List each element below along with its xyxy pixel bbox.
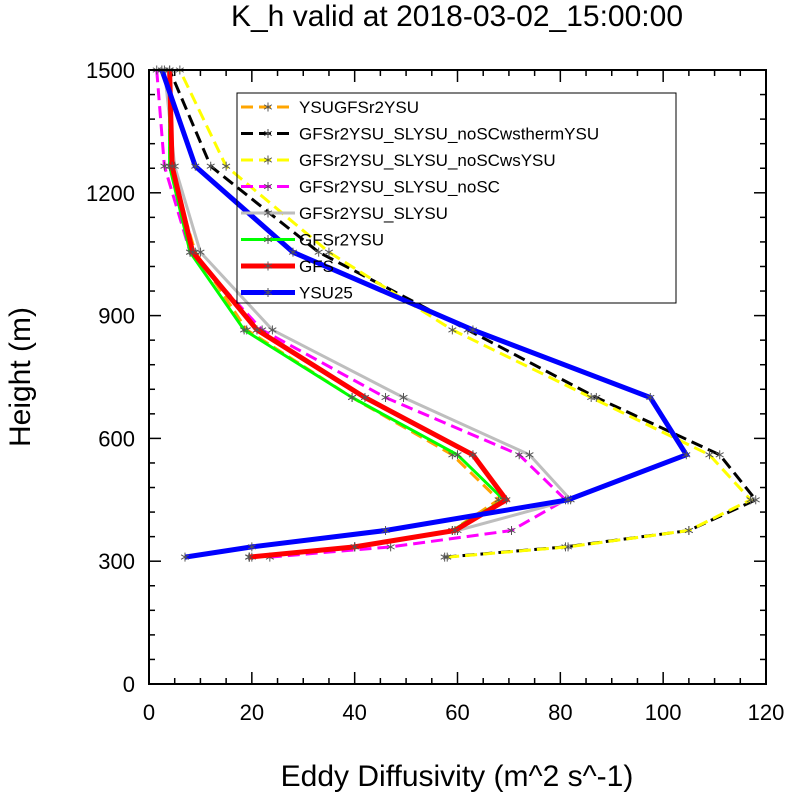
legend-entry: YSUGFSr2YSU: [241, 98, 419, 117]
legend-marker: [263, 102, 273, 112]
y-axis-label: Height (m): [4, 307, 37, 447]
legend-marker: [263, 129, 273, 138]
legend-label: YSU25: [299, 284, 353, 303]
series-line: [167, 69, 510, 560]
legend-label: GFSr2YSU_SLYSU_noSCwsYSU: [299, 151, 556, 170]
x-tick-label: 0: [143, 700, 155, 725]
data-point: [268, 325, 277, 335]
data-point: [239, 325, 249, 335]
legend-entry: GFS: [241, 257, 334, 276]
data-point: [715, 450, 724, 460]
legend-marker: [263, 288, 273, 297]
x-tick-label: 100: [645, 700, 682, 725]
data-point: [468, 450, 478, 460]
data-point: [684, 526, 694, 535]
legend-entry: GFSr2YSU_SLYSU_noSCwsYSU: [241, 151, 556, 170]
data-point: [167, 161, 177, 171]
y-tick-label: 300: [98, 549, 135, 574]
data-point: [347, 392, 357, 402]
data-point: [746, 495, 755, 505]
x-tick-label: 80: [548, 700, 572, 725]
x-axis-label: Eddy Diffusivity (m^2 s^-1): [281, 760, 634, 793]
data-point: [399, 392, 408, 402]
data-point: [188, 247, 197, 257]
data-point: [443, 552, 452, 562]
data-point: [350, 542, 359, 552]
data-point: [515, 450, 524, 460]
data-point: [587, 392, 596, 402]
x-tick-label: 20: [240, 700, 264, 725]
data-point: [502, 495, 511, 505]
data-point: [453, 450, 462, 460]
legend-marker: [263, 208, 273, 218]
data-point: [381, 526, 390, 535]
y-tick-label: 0: [123, 672, 135, 697]
series-line: [159, 69, 691, 560]
data-point: [450, 526, 460, 535]
legend-label: GFSr2YSU: [299, 231, 384, 250]
data-point: [448, 325, 457, 335]
data-point: [525, 450, 534, 460]
legend-entry: GFSr2YSU_SLYSU_noSC: [241, 178, 500, 197]
data-point: [682, 450, 691, 460]
data-point: [288, 247, 298, 257]
data-point: [386, 542, 395, 552]
legend-label: GFSr2YSU_SLYSU_noSC: [299, 178, 500, 197]
series-YSU25: [157, 65, 691, 562]
data-point: [360, 392, 370, 402]
data-point: [160, 161, 169, 171]
legend-marker: [263, 235, 273, 244]
data-point: [468, 325, 478, 335]
series-line: [155, 69, 568, 559]
data-point: [221, 161, 231, 171]
legend-entry: GFSr2YSU: [241, 231, 384, 250]
series-layer: [152, 65, 760, 562]
data-point: [314, 247, 323, 257]
data-point: [180, 552, 190, 562]
data-point: [563, 495, 573, 505]
data-point: [252, 325, 262, 335]
legend-label: YSUGFSr2YSU: [299, 98, 419, 117]
legend-entry: YSU25: [241, 284, 353, 303]
series-GFSr2YSU_SLYSU_noSCwsYSU: [175, 65, 755, 562]
legend-entry: GFSr2YSU_SLYSU_noSCwsthermYSU: [241, 125, 599, 144]
legend-box: [236, 92, 677, 304]
plot-frame: [148, 69, 767, 685]
y-tick-label: 1500: [86, 58, 135, 83]
legend-label: GFS: [299, 257, 334, 276]
data-point: [324, 247, 334, 257]
data-point: [381, 392, 390, 402]
legend: YSUGFSr2YSU GFSr2YSU_SLYSU_noSCwsthermYSU…: [236, 92, 677, 304]
data-point: [206, 161, 215, 171]
legend-marker: [263, 261, 273, 271]
data-point: [563, 542, 573, 552]
series-line: [178, 69, 754, 559]
legend-entry: GFSr2YSU_SLYSU: [241, 204, 448, 223]
x-tick-label: 40: [342, 700, 366, 725]
chart-title: K_h valid at 2018-03-02_15:00:00: [231, 0, 683, 33]
data-point: [705, 450, 714, 460]
legend-marker: [263, 155, 273, 165]
x-tick-label: 60: [445, 700, 469, 725]
data-point: [247, 542, 256, 552]
data-point: [646, 392, 655, 402]
data-point: [245, 552, 254, 562]
y-tick-label: 1200: [86, 181, 135, 206]
data-point: [507, 526, 516, 535]
y-tick-label: 600: [98, 426, 135, 451]
legend-label: GFSr2YSU_SLYSU_noSCwsthermYSU: [299, 125, 599, 144]
legend-label: GFSr2YSU_SLYSU: [299, 204, 448, 223]
legend-marker: [263, 182, 273, 191]
data-point: [196, 247, 205, 257]
x-tick-label: 120: [748, 700, 785, 725]
data-point: [191, 161, 200, 171]
y-tick-label: 900: [98, 304, 135, 329]
